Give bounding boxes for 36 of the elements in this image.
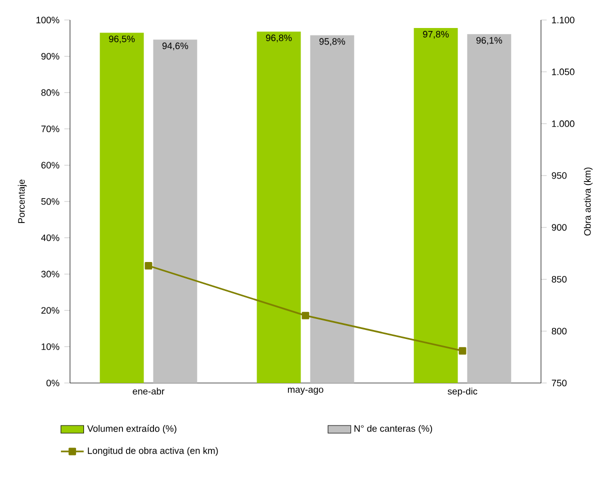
y-tick-label: 80% [41,89,60,96]
y-tick-label: 0% [46,380,60,386]
y-tick-label: 70% [41,126,60,132]
y-tick-label: 50% [41,198,60,205]
legend-label: Longitud de obra activa (en km) [88,447,218,456]
y2-tick-label: 900 [552,224,567,231]
y2-tick-label: 750 [552,380,567,386]
data-label: 95,8% [319,38,346,46]
legend-label: N° de canteras (%) [354,424,432,434]
x-tick-label: ene-abr [132,388,164,395]
point [458,347,466,355]
y-axis-title: Porcentaje [18,180,27,224]
y-tick-label: 10% [42,343,60,350]
y-tick-label: 20% [41,307,60,314]
y2-tick-label: 800 [552,328,567,334]
x-tick-label: may-ago [288,388,324,395]
y-tick-label: 90% [41,53,60,60]
y2-tick-label: 850 [552,276,567,283]
y-tick-label: 100% [36,16,60,24]
data-label: 94,6% [162,42,188,50]
y2-tick-label: 1.000 [552,120,574,128]
data-label: 96,8% [266,34,292,42]
point [144,262,152,270]
point [302,312,310,320]
data-label: 97,8% [423,30,449,39]
y2-tick-label: 950 [552,172,567,179]
y2-tick-label: 1.100 [552,16,574,24]
y-tick-label: 30% [41,270,60,278]
legend-label: Volumen extraído (%) [87,424,176,434]
y-tick-label: 40% [41,234,60,242]
x-tick-label: sep-dic [448,388,478,396]
data-label: 96,5% [109,36,135,44]
data-label: 96,1% [476,37,502,45]
y-tick-label: 60% [41,162,60,168]
y2-axis-title: Obra activa (km) [584,168,593,236]
y2-tick-label: 1.050 [552,68,574,76]
